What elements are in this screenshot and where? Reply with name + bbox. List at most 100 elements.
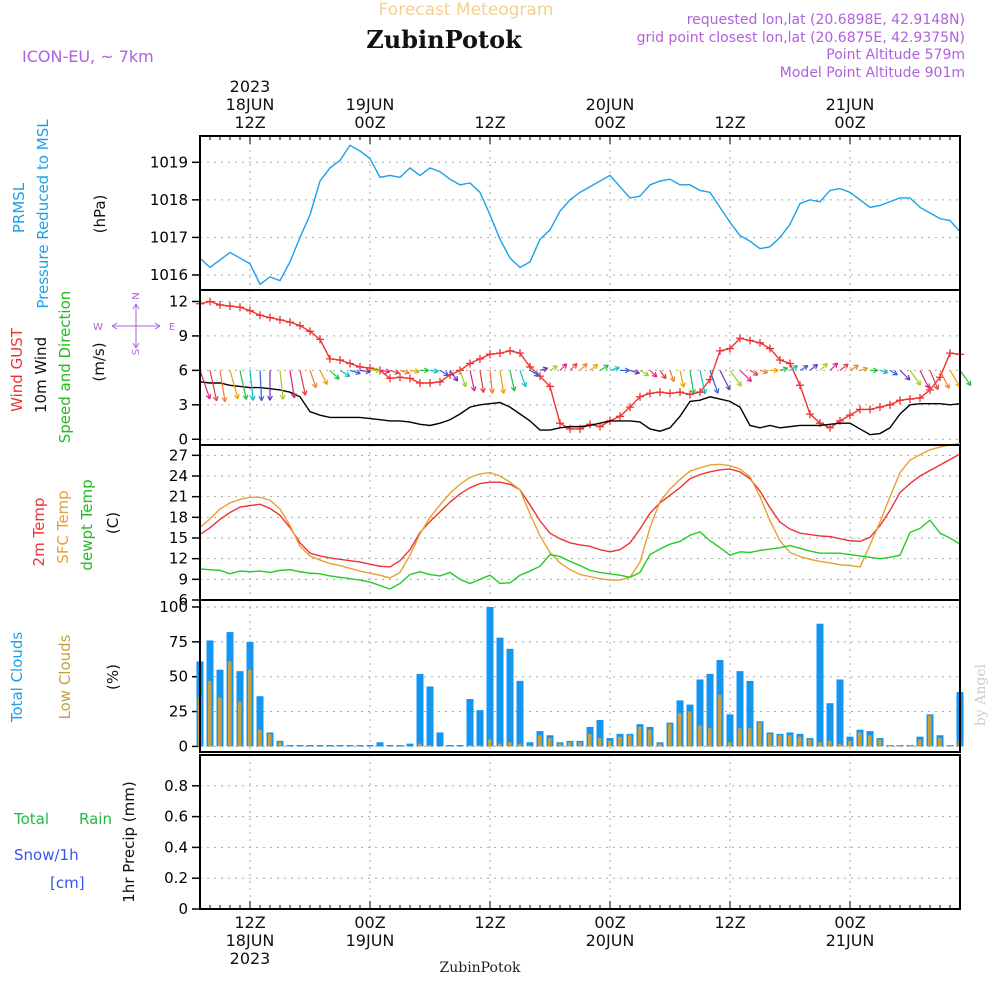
wind-direction-arrow (689, 370, 695, 395)
total-cloud-bar (366, 745, 374, 747)
gust-point (276, 315, 284, 324)
bottom-axis-label: 12Z (474, 913, 505, 932)
wind-arrow-head (258, 395, 265, 402)
cloud-labels: Total Clouds Low Clouds (%) (8, 632, 122, 724)
low-cloud-bar (768, 733, 772, 747)
bottom-axis-label: 12Z (234, 913, 265, 932)
total-cloud-bar (396, 745, 404, 747)
wind-arrow-head (882, 368, 889, 375)
wind-arrow-head (205, 393, 212, 400)
wind-arrow-head (582, 363, 588, 369)
wind-arrow-head (904, 374, 911, 381)
gust-point (946, 349, 954, 358)
wind-arrow-head (489, 388, 495, 394)
wind-direction-arrow (569, 363, 578, 371)
gust-point (666, 389, 674, 398)
gust-point (476, 354, 484, 363)
low-cloud-bar (708, 728, 712, 747)
wind-arrow-head (592, 363, 599, 370)
gust-point (426, 379, 434, 387)
gust-point (916, 393, 924, 402)
low-cloud-bar (918, 739, 922, 747)
gust-point (236, 303, 244, 312)
gust-point (346, 359, 354, 368)
wind-direction-arrow (659, 370, 667, 380)
temperature-ytick-label: 27 (169, 446, 188, 464)
bottom-axis-label: 18JUN (226, 931, 275, 950)
low-cloud-bar (518, 743, 522, 747)
gust-point (846, 411, 854, 420)
compass-north: N (131, 292, 142, 299)
wind-arrow-head (713, 388, 720, 394)
low-cloud-bar (718, 694, 722, 747)
gust-point (436, 377, 444, 386)
gust-point (356, 362, 364, 371)
wind-arrow-head (624, 367, 630, 374)
low-cloud-bar (208, 680, 212, 747)
total-cloud-bar (456, 745, 464, 747)
gust-point (626, 403, 634, 412)
gust-point (206, 297, 214, 306)
total-cloud-bar (326, 745, 334, 747)
wind-arrow-head (279, 394, 286, 400)
location-title: ZubinPotok (366, 25, 523, 54)
cloud-unit-label: (%) (104, 664, 122, 690)
wind-arrow-head (944, 383, 950, 389)
top-axis-label: 18JUN (226, 95, 275, 114)
wind-arrow-head (510, 386, 517, 392)
total-cloud-bar (486, 606, 494, 747)
wind-ytick-label: 3 (178, 396, 188, 414)
wind-direction-arrow (519, 370, 527, 388)
bottom-axis-label: 00Z (594, 913, 625, 932)
low-cloud-bar (238, 701, 242, 747)
wind-direction-arrow (469, 370, 476, 392)
wind-arrow-head (892, 370, 898, 376)
precipitation-ytick-label: 0.8 (164, 777, 188, 795)
compass-arrows (111, 303, 161, 349)
pressure-ytick-label: 1019 (150, 153, 188, 171)
wind-arrow-head (267, 395, 273, 401)
low-cloud-bar (688, 711, 692, 747)
total-cloud-bar (376, 742, 384, 747)
wind-arrow-head (725, 384, 731, 391)
compass-west: W (93, 322, 103, 333)
gust-point (776, 356, 784, 365)
gust-point (516, 349, 524, 358)
wind-arrow-head (249, 395, 256, 401)
low-cloud-bar (508, 742, 512, 747)
wind-arrow-head (290, 392, 297, 399)
wind-speed-dir-label: Speed and Direction (56, 291, 74, 444)
low-cloud-bar (888, 745, 892, 747)
low-cloud-bar (928, 715, 932, 747)
wind-arrow-head (924, 383, 930, 389)
wind-direction-arrow (649, 369, 658, 378)
wind-arrow-head (614, 365, 620, 372)
wind-direction-arrow (379, 369, 390, 373)
low-cloud-bar (948, 745, 952, 747)
wind-direction-arrow (239, 370, 247, 400)
gust-point (296, 321, 304, 330)
gust-point (316, 335, 324, 344)
wind-direction-arrow (819, 362, 828, 371)
wind-arrow-head (461, 381, 468, 388)
wind-direction-arrow (849, 364, 859, 371)
gust-point (686, 390, 694, 399)
gust-point (396, 373, 404, 382)
total-cloud-bar (286, 745, 294, 747)
top-axis-label: 20JUN (586, 95, 635, 114)
low-cloud-bar (558, 743, 562, 747)
wind-direction-arrow (939, 370, 950, 389)
wind-arrow-head (634, 369, 640, 375)
low-cloud-bar (678, 712, 682, 747)
total-cloud-bar (596, 719, 604, 747)
precipitation-ytick-label: 0.4 (164, 838, 188, 856)
wind-direction-arrow (589, 363, 598, 371)
wind-direction-arrow (199, 370, 211, 400)
gust-point (286, 318, 294, 327)
watermark: by Angel (973, 663, 989, 726)
wind-arrow-head (404, 369, 410, 375)
wind-direction-arrow (539, 367, 548, 371)
wind-arrow-head (762, 368, 769, 375)
total-cloud-bar (436, 732, 444, 747)
gust-point (896, 396, 904, 405)
